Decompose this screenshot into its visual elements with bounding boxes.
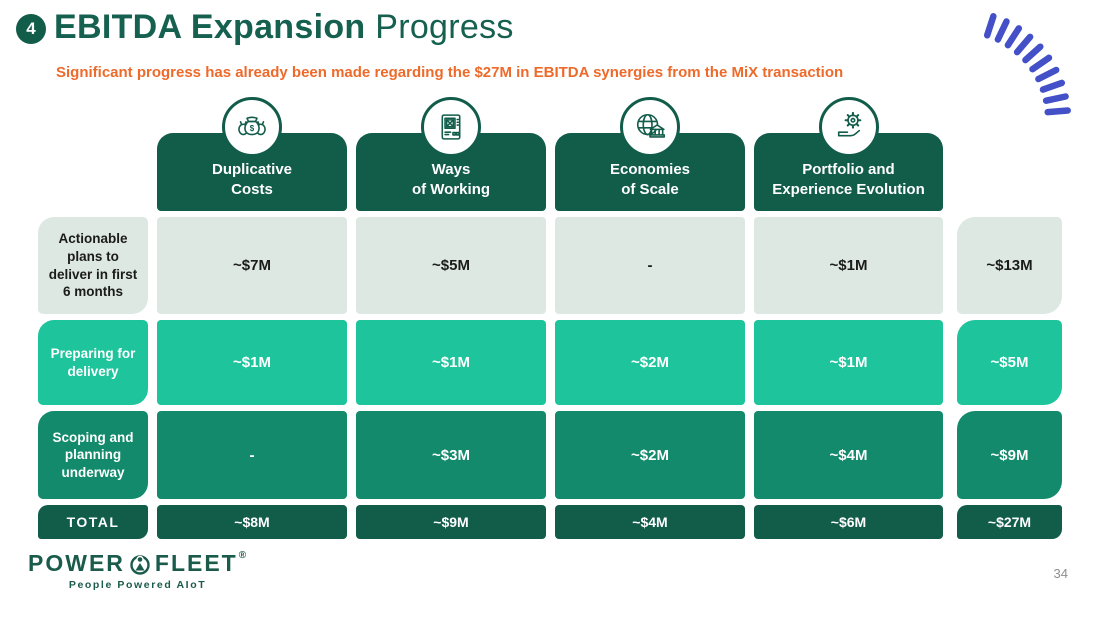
slide-number-badge: 4	[16, 14, 46, 44]
gear-hand-icon	[818, 97, 879, 157]
cell-portfolio-actionable: ~$1M	[754, 217, 943, 314]
powerfleet-logo: POWER FLEET ® People Powered AIoT	[28, 550, 247, 591]
subtitle: Significant progress has already been ma…	[56, 64, 844, 81]
cell-economies-actionable: -	[555, 217, 745, 314]
logo-power-text: POWER	[28, 550, 125, 576]
registered-mark: ®	[238, 550, 249, 561]
kiosk-icon	[421, 97, 481, 157]
cell-portfolio-total: ~$6M	[754, 505, 943, 539]
cell-economies-preparing: ~$2M	[555, 320, 745, 405]
cell-economies-scoping: ~$2M	[555, 411, 745, 499]
powerfleet-person-icon	[130, 554, 150, 575]
column-header-label: Duplicative Costs	[211, 161, 293, 198]
row-label-actionable-plans: Actionable plans to deliver in first 6 m…	[38, 217, 148, 314]
column-header-ways-of-working: Ways of Working	[356, 97, 546, 211]
powerfleet-wordmark: POWER FLEET ®	[28, 550, 247, 577]
header-spacer	[38, 133, 148, 211]
logo-tagline: People Powered AIoT	[68, 579, 207, 591]
cell-total-preparing: ~$5M	[957, 320, 1062, 405]
cell-total-scoping: ~$9M	[957, 411, 1062, 499]
page-title: EBITDA Expansion Progress	[54, 8, 514, 47]
svg-text:$: $	[250, 124, 255, 133]
synergy-table: $ Duplicative Costs	[38, 97, 1062, 539]
cell-economies-total: ~$4M	[555, 505, 745, 539]
cell-total-actionable: ~$13M	[957, 217, 1062, 314]
page-title-light: Progress	[365, 8, 514, 46]
column-header-economies-of-scale: Economies of Scale	[555, 97, 745, 211]
cell-ways-total: ~$9M	[356, 505, 546, 539]
cell-portfolio-preparing: ~$1M	[754, 320, 943, 405]
cell-ways-scoping: ~$3M	[356, 411, 546, 499]
globe-bank-icon	[620, 97, 680, 157]
row-label-total: TOTAL	[38, 505, 148, 539]
page-number: 34	[1053, 566, 1068, 581]
column-header-duplicative-costs: $ Duplicative Costs	[157, 97, 347, 211]
cell-ways-preparing: ~$1M	[356, 320, 546, 405]
header-spacer-summary	[952, 133, 1062, 211]
cell-portfolio-scoping: ~$4M	[754, 411, 943, 499]
column-header-label: Economies of Scale	[609, 161, 691, 198]
row-label-preparing-delivery: Preparing for delivery	[38, 320, 148, 405]
cell-grand-total: ~$27M	[957, 505, 1062, 539]
cell-duplicative-total: ~$8M	[157, 505, 347, 539]
money-bags-icon: $	[222, 97, 282, 157]
cell-ways-actionable: ~$5M	[356, 217, 546, 314]
column-header-portfolio-experience: Portfolio and Experience Evolution	[754, 97, 943, 211]
cell-duplicative-actionable: ~$7M	[157, 217, 347, 314]
row-label-scoping-planning: Scoping and planning underway	[38, 411, 148, 499]
dashed-arc-decoration	[983, 13, 1071, 116]
column-header-label: Portfolio and Experience Evolution	[772, 161, 925, 198]
logo-fleet-text: FLEET	[154, 550, 238, 576]
column-header-label: Ways of Working	[411, 161, 491, 198]
page-title-strong: EBITDA Expansion	[54, 8, 366, 46]
cell-duplicative-scoping: -	[157, 411, 347, 499]
cell-duplicative-preparing: ~$1M	[157, 320, 347, 405]
